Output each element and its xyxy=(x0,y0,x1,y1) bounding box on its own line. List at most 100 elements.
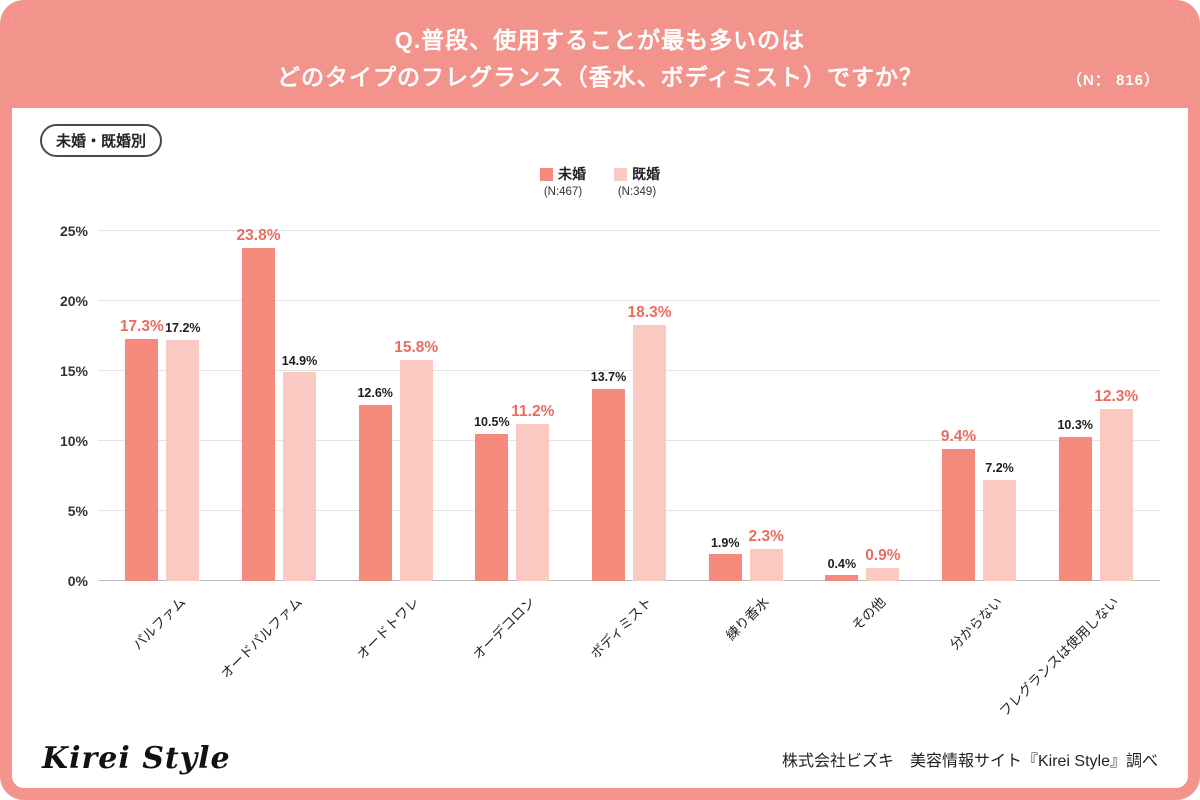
legend-label-unmarried: 未婚 xyxy=(558,166,586,182)
kirei-style-logo: Kirei Style xyxy=(42,741,231,776)
bar-group: 10.3% 12.3% xyxy=(1037,388,1154,581)
bar-married xyxy=(1099,408,1133,581)
y-tick-label: 25% xyxy=(59,223,88,239)
value-label: 2.3% xyxy=(748,527,784,545)
bar-group: 13.7% 18.3% xyxy=(571,304,688,581)
value-label: 0.4% xyxy=(827,556,857,571)
bar-column: 15.8% xyxy=(394,339,438,581)
bar-column: 0.9% xyxy=(864,547,901,581)
bar-column: 1.9% xyxy=(707,535,744,581)
value-label: 7.2% xyxy=(985,461,1014,476)
gridline xyxy=(98,510,1160,511)
y-tick-label: 20% xyxy=(59,293,88,309)
x-labels: パルファム オードパルファム オードトワレ オーデコロン ボディミスト 練り香水 その他 分か… xyxy=(98,581,1160,753)
bar-column: 2.3% xyxy=(748,528,785,581)
bar-group: 10.5% 11.2% xyxy=(454,403,571,581)
legend-n-married: (N:349) xyxy=(617,186,657,198)
gridline xyxy=(98,300,1160,301)
bar-unmarried xyxy=(592,389,626,581)
bar-column: 14.9% xyxy=(281,353,318,581)
x-label-cell: その他 xyxy=(804,581,921,753)
bar-married xyxy=(983,480,1017,581)
value-label: 1.9% xyxy=(710,535,740,550)
value-label: 15.8% xyxy=(394,338,439,356)
value-label: 9.4% xyxy=(940,428,977,446)
plot-area: 17.3% 17.2% 23.8% 14.9% 12.6% 15.8% 10.5% 11.2%… xyxy=(98,227,1160,581)
category-label: 練り香水 xyxy=(722,594,772,644)
x-label-cell: フレグランスは使用しない xyxy=(997,581,1154,753)
bar-column: 12.3% xyxy=(1094,388,1138,581)
bar-unmarried xyxy=(825,575,859,581)
bar-unmarried xyxy=(358,404,392,581)
bar-group: 12.6% 15.8% xyxy=(337,339,454,581)
bar-married xyxy=(516,424,550,581)
category-label: オーデコロン xyxy=(470,594,539,663)
chart-section: 未婚・既婚別 未婚 (N:467) 既婚 (N:349) 0% 5% 10% 15% 2… xyxy=(12,108,1188,753)
legend-item-unmarried: 未婚 (N:467) xyxy=(540,164,586,198)
legend-row: 既婚 xyxy=(614,164,660,184)
bar-chart: 0% 5% 10% 15% 20% 25% 17.3% 17.2% 23.8% 14.9% 12.… xyxy=(40,224,1160,753)
bar-group: 17.3% 17.2% xyxy=(104,318,221,581)
value-label: 14.9% xyxy=(281,353,318,368)
value-label: 0.9% xyxy=(865,547,901,565)
x-label-cell: オードパルファム xyxy=(218,581,338,753)
legend-swatch-unmarried xyxy=(540,167,553,181)
x-label-cell: パルファム xyxy=(104,581,221,753)
value-label: 10.3% xyxy=(1057,418,1093,433)
plot-wrap: 17.3% 17.2% 23.8% 14.9% 12.6% 15.8% 10.5% 11.2%… xyxy=(98,227,1160,753)
category-label: その他 xyxy=(849,594,889,634)
x-label-cell: 練り香水 xyxy=(687,581,804,753)
y-tick-label: 5% xyxy=(67,503,88,519)
bar-married xyxy=(399,359,433,581)
bar-married xyxy=(283,372,316,581)
bar-group: 9.4% 7.2% xyxy=(921,428,1038,581)
value-label: 10.5% xyxy=(474,415,510,430)
x-label-cell: ボディミスト xyxy=(571,581,688,753)
value-label: 18.3% xyxy=(627,303,672,321)
bar-married xyxy=(866,568,900,581)
legend-label-married: 既婚 xyxy=(632,166,660,182)
y-tick-label: 0% xyxy=(67,573,88,589)
header: Q.普段、使用することが最も多いのは どのタイプのフレグランス（香水、ボディミス… xyxy=(12,12,1188,108)
baseline xyxy=(98,580,1160,581)
value-label: 23.8% xyxy=(236,226,281,244)
value-label: 12.3% xyxy=(1094,387,1139,405)
bar-column: 7.2% xyxy=(981,462,1018,581)
gridline xyxy=(98,370,1160,371)
y-axis: 0% 5% 10% 15% 20% 25% xyxy=(40,224,98,588)
footer: Kirei Style 株式会社ビズキ 美容情報サイト『Kirei Style』… xyxy=(42,741,1158,776)
bar-column: 0.4% xyxy=(823,556,860,581)
bar-unmarried xyxy=(942,449,976,581)
bar-column: 10.3% xyxy=(1057,418,1094,581)
gridline xyxy=(98,230,1160,231)
bar-married xyxy=(633,324,667,581)
bar-married xyxy=(166,340,200,581)
legend-item-married: 既婚 (N:349) xyxy=(614,164,660,198)
bar-unmarried xyxy=(242,247,275,581)
bar-unmarried xyxy=(708,554,742,581)
legend-n-unmarried: (N:467) xyxy=(543,186,583,198)
x-label-cell: オーデコロン xyxy=(454,581,571,753)
legend-row: 未婚 xyxy=(540,164,586,184)
bar-column: 13.7% xyxy=(590,371,627,581)
bar-group: 0.4% 0.9% xyxy=(804,547,921,581)
gridline xyxy=(98,440,1160,441)
bar-column: 9.4% xyxy=(940,428,977,581)
category-label: パルファム xyxy=(129,594,189,653)
bar-married xyxy=(749,548,783,581)
x-label-cell: 分からない xyxy=(921,581,1038,753)
bar-column: 11.2% xyxy=(511,403,555,581)
sample-size-label: （N： 816） xyxy=(1066,72,1160,89)
value-label: 11.2% xyxy=(511,403,555,421)
x-label-cell: オードトワレ xyxy=(337,581,454,753)
bar-unmarried xyxy=(1058,436,1092,581)
value-label: 17.3% xyxy=(119,317,164,335)
source-credit: 株式会社ビズキ 美容情報サイト『Kirei Style』調べ xyxy=(781,753,1158,770)
page-title: Q.普段、使用することが最も多いのは どのタイプのフレグランス（香水、ボディミス… xyxy=(277,22,923,96)
bar-unmarried xyxy=(125,338,159,581)
category-label: オードトワレ xyxy=(353,594,422,663)
legend: 未婚 (N:467) 既婚 (N:349) xyxy=(12,164,1188,198)
bar-column: 17.3% xyxy=(120,318,164,581)
bar-unmarried xyxy=(475,434,509,581)
